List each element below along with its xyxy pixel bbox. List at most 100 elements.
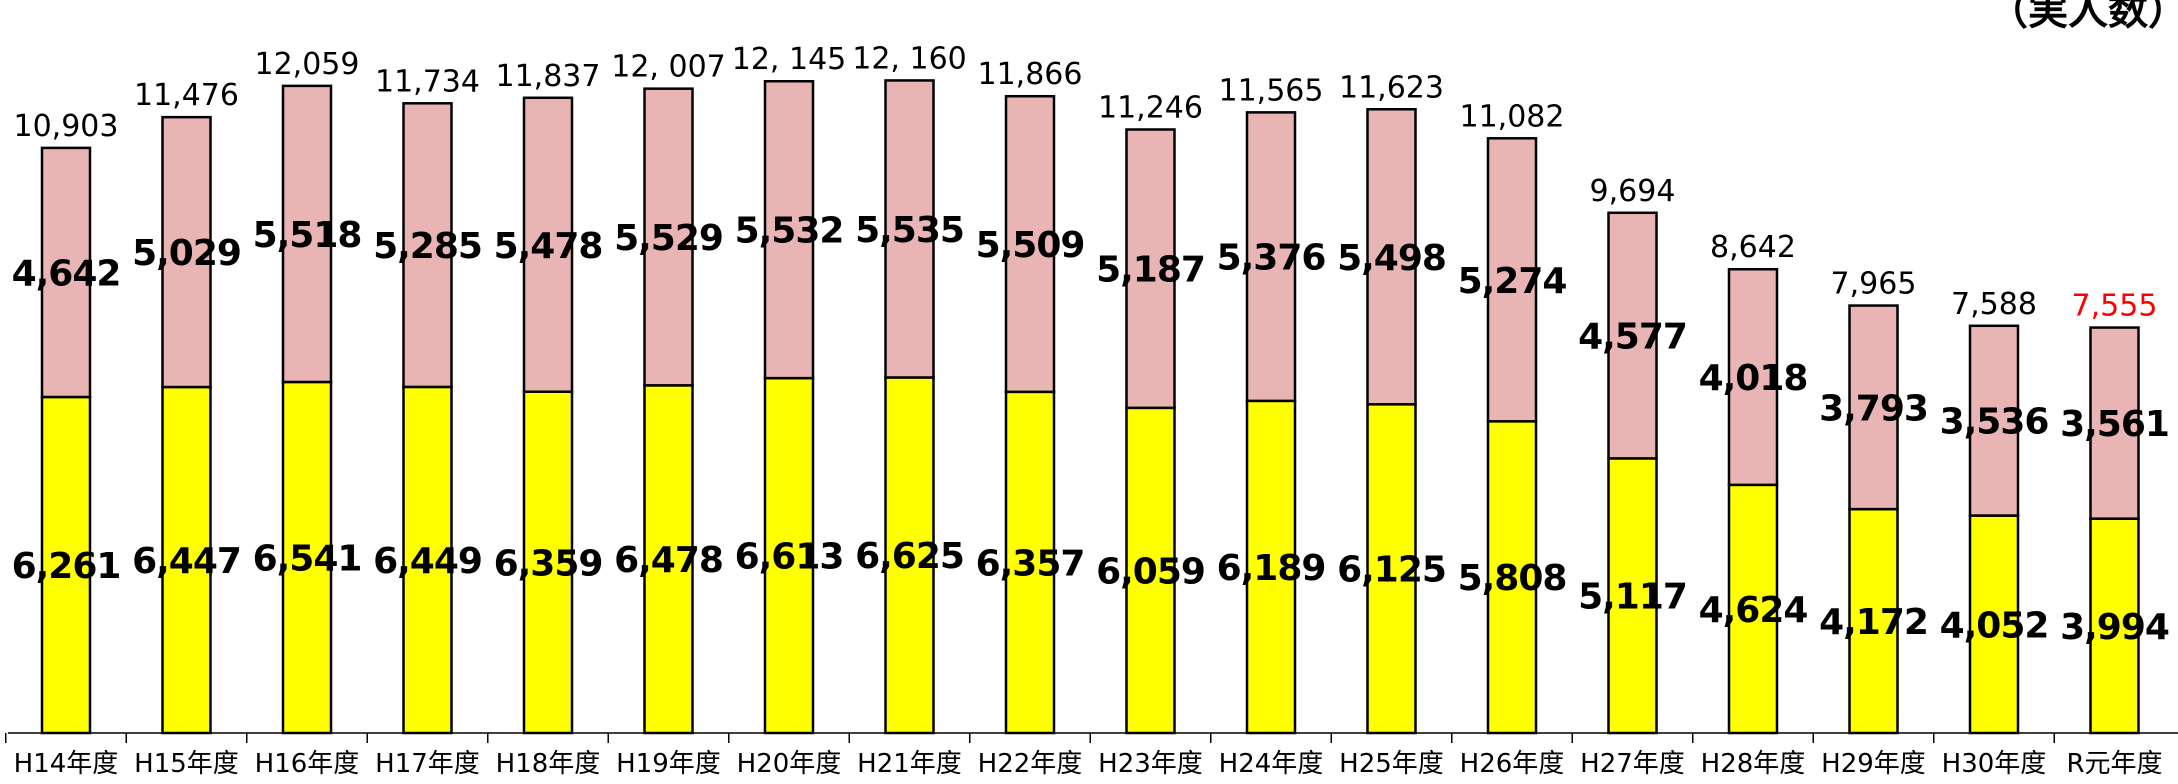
total-value-label: 12, 160 [852, 41, 967, 76]
category-label: H25年度 [1339, 749, 1444, 779]
category-label: H30年度 [1942, 749, 2047, 779]
labels-layer: 6,261 4,642 10,903 H14年度 6,447 5,029 11,476 H15… [12, 41, 2170, 779]
category-label: H14年度 [14, 749, 119, 779]
total-value-label: 11,246 [1098, 90, 1203, 125]
segment-value-label: 3,536 [1940, 402, 2049, 443]
category-label: H22年度 [978, 749, 1083, 779]
segment-value-label: 5,117 [1578, 577, 1687, 618]
segment-value-label: 5,274 [1458, 261, 1567, 302]
total-value-label: 12, 145 [732, 42, 847, 77]
segment-value-label: 5,187 [1096, 250, 1205, 291]
category-label: H28年度 [1701, 749, 1806, 779]
segment-value-label: 5,509 [976, 225, 1085, 266]
bar-segment-upper [281, 84, 333, 384]
segment-value-label: 4,642 [12, 253, 121, 294]
unit-note: （実人数） [1988, 0, 2178, 34]
category-label: H19年度 [616, 749, 721, 779]
bars-layer [40, 79, 2140, 735]
category-label: H21年度 [857, 749, 962, 779]
bar-segment-upper [522, 96, 574, 393]
bar-segment-lower [1727, 483, 1779, 735]
segment-value-label: 6,478 [614, 540, 723, 581]
category-label: H27年度 [1580, 749, 1685, 779]
bar-segment-upper [1607, 211, 1658, 460]
bar-segment-upper [1245, 111, 1297, 403]
category-label: H16年度 [255, 749, 360, 779]
segment-value-label: 3,561 [2060, 404, 2169, 445]
bar-segment-upper [1848, 304, 1899, 511]
total-value-label: 8,642 [1710, 230, 1796, 265]
segment-value-label: 5,498 [1337, 238, 1446, 279]
category-label: H24年度 [1219, 749, 1324, 779]
bar-segment-upper [2089, 326, 2140, 520]
x-axis [5, 732, 2178, 743]
segment-value-label: 6,261 [12, 546, 121, 587]
total-value-label: 10,903 [14, 109, 119, 144]
segment-value-label: 4,018 [1699, 358, 1808, 399]
total-value-label: 7,965 [1831, 267, 1917, 302]
bar-segment-lower [1366, 403, 1417, 735]
category-label: H20年度 [737, 749, 842, 779]
segment-value-label: 5,535 [855, 210, 964, 251]
segment-value-label: 6,449 [373, 541, 482, 582]
bar-segment-lower [1004, 390, 1056, 735]
segment-value-label: 5,376 [1217, 238, 1326, 279]
category-label: H23年度 [1098, 749, 1203, 779]
total-value-label: 12, 007 [611, 50, 726, 85]
segment-value-label: 4,052 [1940, 605, 2049, 646]
bar-segment-upper [884, 79, 935, 379]
bar-segment-lower [40, 395, 92, 735]
total-value-label: 11,837 [496, 59, 601, 94]
bar-segment-lower [643, 384, 694, 735]
segment-value-label: 6,189 [1217, 548, 1326, 589]
category-label: H15年度 [134, 749, 239, 779]
total-value-label: 11,476 [134, 78, 239, 113]
segment-value-label: 6,359 [494, 543, 603, 584]
category-label: H26年度 [1460, 749, 1565, 779]
total-value-label: 11,082 [1460, 99, 1565, 134]
bar-segment-upper [643, 87, 694, 387]
segment-value-label: 5,808 [1458, 558, 1567, 599]
segment-value-label: 4,624 [1699, 590, 1808, 631]
category-label: H29年度 [1821, 749, 1926, 779]
total-value-label: 11,623 [1339, 70, 1444, 105]
segment-value-label: 5,285 [373, 226, 482, 267]
total-value-label: 12,059 [255, 47, 360, 82]
segment-value-label: 3,793 [1819, 388, 1928, 429]
bar-segment-upper [1727, 267, 1779, 487]
segment-value-label: 5,029 [132, 233, 241, 274]
segment-value-label: 4,577 [1578, 317, 1687, 358]
total-value-label: 9,694 [1590, 174, 1676, 209]
segment-value-label: 6,625 [855, 536, 964, 577]
segment-value-label: 6,541 [253, 538, 362, 579]
bar-segment-upper [1968, 324, 2020, 517]
total-value-label: 7,555 [2072, 289, 2158, 324]
bar-segment-upper [1486, 137, 1538, 423]
bar-segment-upper [40, 146, 92, 399]
total-value-label: 11,734 [375, 64, 480, 99]
bar-segment-upper [763, 79, 815, 380]
bar-segment-upper [161, 115, 212, 389]
bar-segment-upper [1004, 94, 1056, 394]
bar-segment-upper [402, 102, 453, 389]
total-value-label: 11,565 [1219, 73, 1324, 108]
segment-value-label: 6,613 [735, 537, 844, 578]
segment-value-label: 6,125 [1337, 550, 1446, 591]
bar-segment-lower [1607, 457, 1658, 735]
total-value-label: 11,866 [978, 57, 1083, 92]
category-label: H17年度 [375, 749, 480, 779]
segment-value-label: 5,518 [253, 215, 362, 256]
bar-segment-lower [1125, 406, 1176, 735]
segment-value-label: 5,529 [614, 218, 723, 259]
segment-value-label: 5,478 [494, 226, 603, 267]
category-label: R元年度 [2066, 749, 2162, 779]
segment-value-label: 6,447 [132, 541, 241, 582]
segment-value-label: 4,172 [1819, 602, 1928, 643]
segment-value-label: 5,532 [735, 211, 844, 252]
segment-value-label: 3,994 [2060, 607, 2169, 648]
category-label: H18年度 [496, 749, 601, 779]
segment-value-label: 6,357 [976, 543, 1085, 584]
segment-value-label: 6,059 [1096, 551, 1205, 592]
total-value-label: 7,588 [1951, 287, 2037, 322]
